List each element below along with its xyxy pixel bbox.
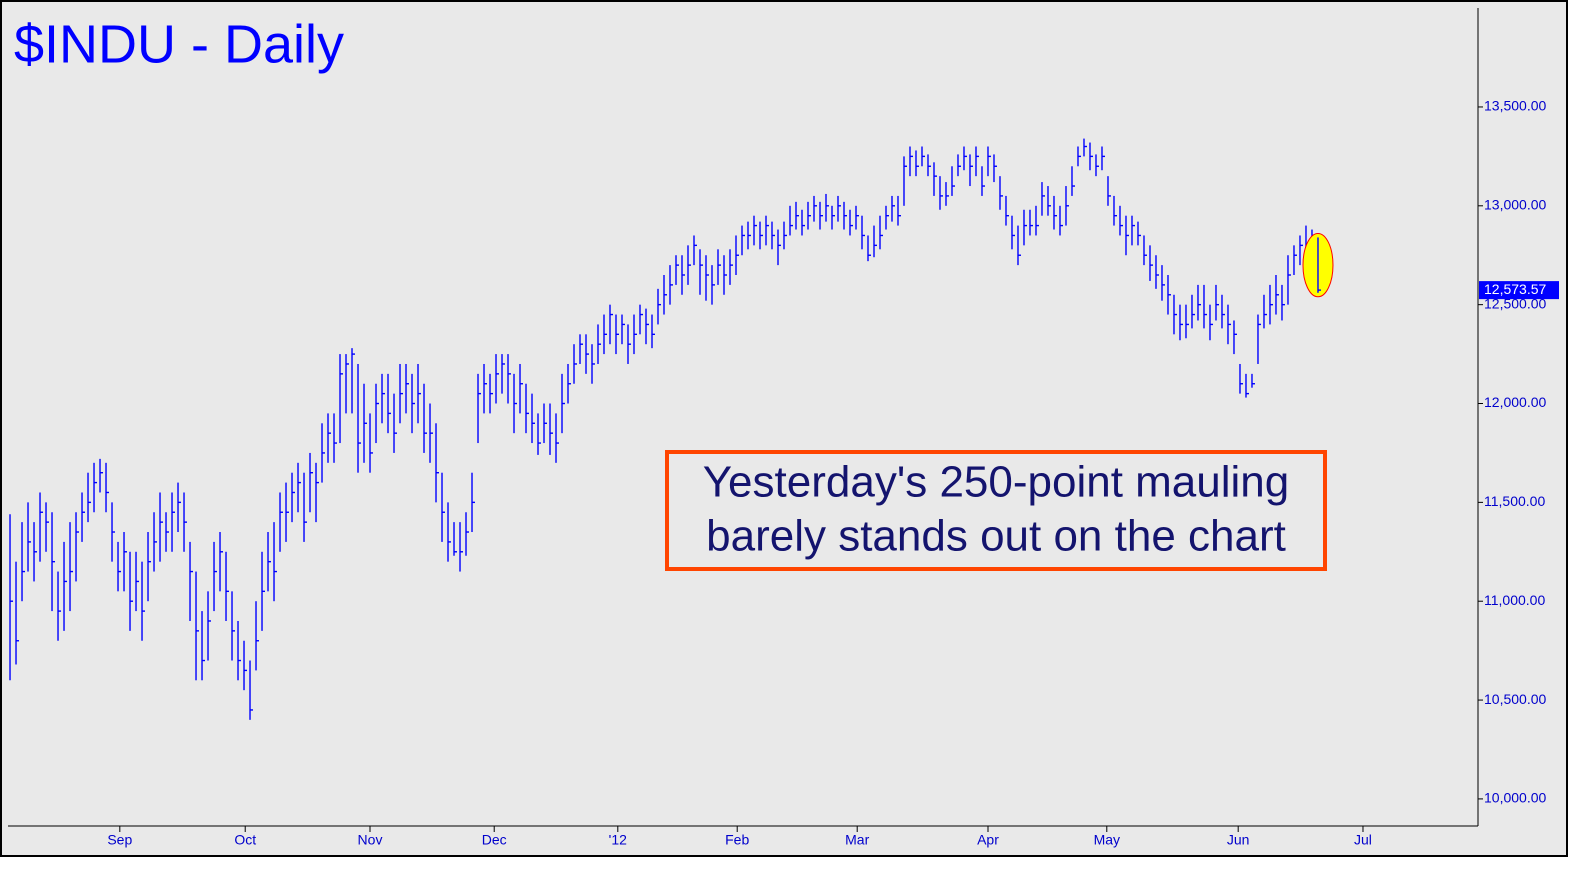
background <box>0 0 1568 857</box>
plot <box>9 138 1334 720</box>
x-tick-label: Feb <box>725 832 749 848</box>
annotation-line: Yesterday's 250-point mauling <box>703 458 1289 507</box>
chart-title: $INDU - Daily <box>14 14 344 74</box>
x-tick-label: Apr <box>977 832 999 848</box>
x-tick-label: Sep <box>107 832 132 848</box>
y-tick-label: 13,500.00 <box>1484 98 1546 114</box>
last-value-label: 12,573.57 <box>1484 281 1546 297</box>
x-tick-label: Nov <box>358 832 383 848</box>
x-tick-label: Dec <box>482 832 507 848</box>
y-tick-label: 13,000.00 <box>1484 197 1546 213</box>
x-tick-label: Jun <box>1227 832 1250 848</box>
x-tick-label: Oct <box>234 832 256 848</box>
y-tick-label: 11,000.00 <box>1484 592 1545 608</box>
y-tick-label: 11,500.00 <box>1484 493 1545 509</box>
y-tick-label: 10,000.00 <box>1484 790 1546 806</box>
x-tick-label: May <box>1094 832 1120 848</box>
y-tick-label: 10,500.00 <box>1484 691 1546 707</box>
annotation-line: barely stands out on the chart <box>706 512 1286 561</box>
y-tick-label: 12,000.00 <box>1484 394 1546 410</box>
last-value-box <box>1479 281 1559 300</box>
x-tick-label: Mar <box>845 832 869 848</box>
x-tick-label: Jul <box>1354 832 1372 848</box>
y-tick-label: 12,500.00 <box>1484 295 1546 311</box>
annotation-box <box>665 450 1327 571</box>
x-tick-label: '12 <box>609 832 627 848</box>
